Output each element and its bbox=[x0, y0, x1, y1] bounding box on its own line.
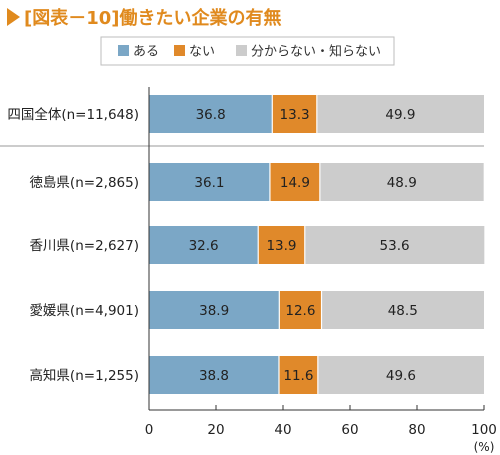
x-tick-label-4: 60 bbox=[341, 422, 358, 438]
category-label-5: 高知県(n=1,255) bbox=[29, 367, 139, 384]
bar-1-3 bbox=[316, 95, 484, 133]
bar-4-3 bbox=[321, 291, 484, 329]
x-tick-label-2: 20 bbox=[207, 422, 224, 438]
bar-2-2 bbox=[269, 163, 320, 201]
bar-2-3 bbox=[319, 163, 484, 201]
data-label-3-3: 53.6 bbox=[380, 238, 410, 254]
x-tick-label-5: 80 bbox=[408, 422, 425, 438]
category-label-4: 愛媛県(n=4,901) bbox=[29, 303, 139, 319]
bar-5-3 bbox=[317, 356, 484, 394]
legend: ある ない 分からない・知らない bbox=[100, 36, 395, 66]
legend-swatch-2 bbox=[174, 45, 185, 56]
bar-3-2 bbox=[258, 226, 305, 264]
plot-area: 36.8 13.3 49.9 四国全体(n=11,648) 36.1 14.9 48.9 徳島… bbox=[0, 87, 497, 454]
chart-title: [図表－10]働きたい企業の有無 bbox=[24, 7, 282, 29]
legend-box bbox=[100, 36, 395, 66]
data-label-2-3: 48.9 bbox=[387, 175, 417, 191]
category-label-1: 四国全体(n=11,648) bbox=[7, 106, 139, 123]
legend-swatch-1 bbox=[118, 45, 129, 56]
legend-swatch-3 bbox=[236, 45, 247, 56]
category-label-3: 香川県(n=2,627) bbox=[29, 238, 139, 254]
bar-1-2 bbox=[272, 95, 317, 133]
bar-5-2 bbox=[278, 356, 318, 394]
data-label-3-1: 32.6 bbox=[189, 238, 219, 254]
title-triangle-icon bbox=[7, 8, 20, 26]
data-label-3-2: 13.9 bbox=[266, 238, 296, 254]
bar-4-1 bbox=[149, 291, 280, 329]
bar-2-1 bbox=[149, 163, 270, 201]
legend-label-1: ある bbox=[133, 45, 159, 60]
bar-5-1 bbox=[149, 356, 279, 394]
bar-3-3 bbox=[304, 226, 485, 264]
data-label-5-2: 11.6 bbox=[283, 368, 313, 384]
category-label-2: 徳島県(n=2,865) bbox=[29, 175, 139, 191]
bar-1-1 bbox=[149, 95, 273, 133]
data-label-1-2: 13.3 bbox=[280, 107, 310, 123]
data-label-4-2: 12.6 bbox=[285, 303, 315, 319]
data-label-4-3: 48.5 bbox=[388, 303, 418, 319]
data-label-2-2: 14.9 bbox=[280, 175, 310, 191]
bar-4-2 bbox=[279, 291, 322, 329]
x-tick-label-6: 100 bbox=[471, 422, 497, 438]
x-tick-label-3: 40 bbox=[274, 422, 291, 438]
data-label-1-3: 49.9 bbox=[385, 107, 415, 123]
data-label-4-1: 38.9 bbox=[199, 303, 229, 319]
bar-3-1 bbox=[149, 226, 259, 264]
x-unit-label: (%) bbox=[474, 440, 495, 454]
data-label-5-3: 49.6 bbox=[386, 368, 416, 384]
x-tick-label-1: 0 bbox=[145, 422, 154, 438]
legend-label-3: 分からない・知らない bbox=[251, 44, 381, 60]
data-label-2-1: 36.1 bbox=[194, 175, 224, 191]
data-label-1-1: 36.8 bbox=[196, 107, 226, 123]
data-label-5-1: 38.8 bbox=[199, 368, 229, 384]
legend-label-2: ない bbox=[189, 45, 215, 60]
